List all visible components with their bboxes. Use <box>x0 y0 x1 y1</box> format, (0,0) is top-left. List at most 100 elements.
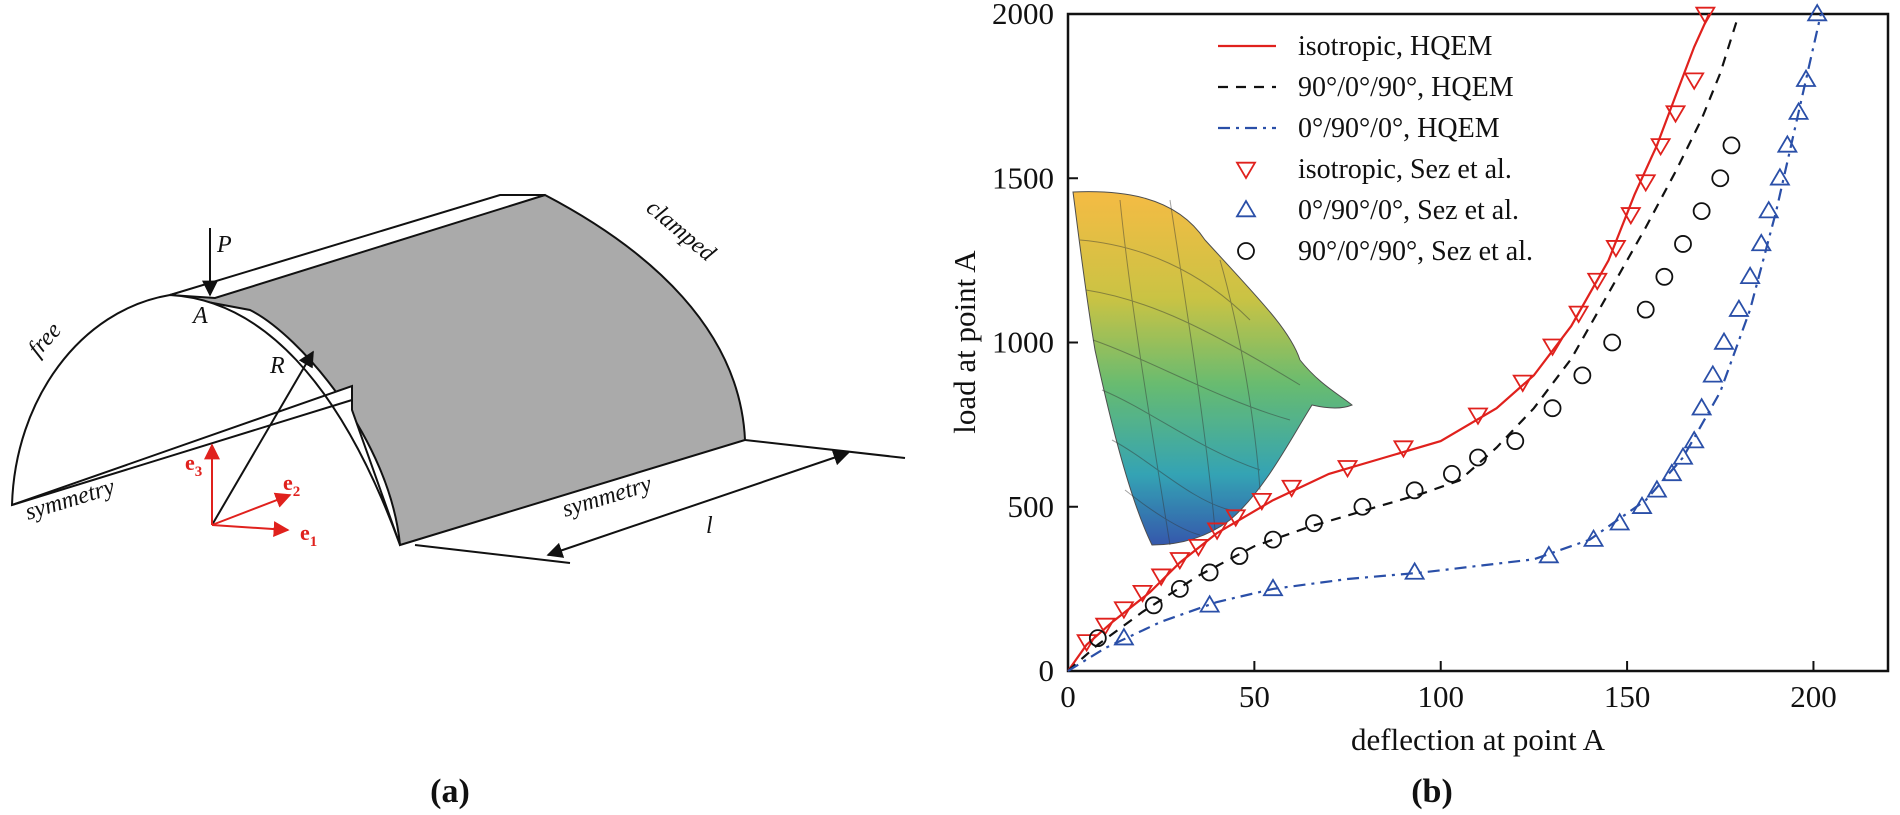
x-axis-label: deflection at point A <box>1351 722 1606 757</box>
data-point-circle <box>1469 448 1487 467</box>
point-a-label: A <box>191 303 208 329</box>
data-point-triangle-down <box>1251 492 1273 511</box>
panel-a-diagram: P A R l free clamped symmetry symmetry e… <box>10 193 906 564</box>
legend-entry-label: isotropic, Sez et al. <box>1298 154 1512 185</box>
y-axis-label: load at point A <box>947 250 982 434</box>
data-point-circle <box>1200 563 1219 582</box>
data-point-triangle-down <box>1225 509 1247 528</box>
y-tick-label: 2000 <box>992 0 1054 31</box>
e3-label: e3 <box>185 450 202 480</box>
data-point-triangle-down <box>1169 552 1191 571</box>
data-point-circle <box>1692 202 1711 221</box>
data-point-triangle-up <box>1795 68 1817 87</box>
data-point-triangle-up <box>1672 446 1694 465</box>
data-point-circle <box>1088 629 1107 648</box>
shell-free-arc <box>10 293 401 546</box>
data-point-circle <box>1443 464 1461 483</box>
data-point-triangle-up <box>1538 545 1560 564</box>
data-point-triangle-up <box>1262 578 1284 597</box>
data-point-triangle-up <box>1683 430 1705 449</box>
data-point-triangle-up <box>1758 200 1780 219</box>
data-point-triangle-down <box>1605 240 1627 259</box>
radius-label: R <box>269 353 285 379</box>
inset-deformed-shell-image <box>1072 191 1353 546</box>
x-tick-label: 150 <box>1604 679 1651 714</box>
data-point-triangle-down <box>1336 460 1359 479</box>
data-point-circle <box>1603 333 1622 352</box>
y-tick-label: 1500 <box>992 160 1054 195</box>
data-point-triangle-down <box>1683 72 1705 91</box>
data-point-triangle-up <box>1646 479 1668 498</box>
data-point-triangle-down <box>1568 305 1590 324</box>
data-point-triangle-down <box>1392 440 1415 459</box>
data-point-triangle-up <box>1702 364 1724 383</box>
data-point-triangle-down <box>1467 407 1489 426</box>
data-point-triangle-down <box>1094 617 1116 636</box>
data-point-triangle-up <box>1750 233 1772 252</box>
data-point-triangle-up <box>1609 512 1631 531</box>
legend-entry-label: 0°/90°/0°, Sez et al. <box>1298 195 1519 226</box>
data-point-triangle-up <box>1776 134 1798 153</box>
data-point-triangle-up <box>1631 495 1653 514</box>
data-point-triangle-up <box>1113 627 1135 646</box>
data-point-circle <box>1573 366 1592 385</box>
legend-marker <box>1235 199 1257 218</box>
series-line-2 <box>1067 13 1822 672</box>
e2-label: e2 <box>283 470 300 500</box>
data-point-triangle-up <box>1199 594 1221 613</box>
series-line-1 <box>1067 13 1740 672</box>
series-lines <box>1067 13 1822 672</box>
data-point-triangle-up <box>1806 3 1828 22</box>
legend-marker <box>1237 242 1255 260</box>
data-point-triangle-down <box>1206 522 1228 541</box>
data-point-triangle-down <box>1694 6 1716 25</box>
e1-arrow <box>211 521 290 538</box>
data-point-triangle-up <box>1739 266 1761 284</box>
data-point-triangle-up <box>1713 331 1735 350</box>
data-point-triangle-down <box>1281 479 1303 498</box>
data-point-triangle-down <box>1150 568 1172 587</box>
data-point-circle <box>1711 169 1730 188</box>
series-markers <box>1076 3 1828 653</box>
x-tick-label: 200 <box>1790 679 1837 714</box>
e2-arrow <box>211 492 292 526</box>
legend: isotropic, HQEM 90°/0°/90°, HQEM 0°/90°/0°… <box>1218 31 1533 267</box>
legend-entry-label: 90°/0°/90°, Sez et al. <box>1298 236 1533 267</box>
e1-label: e1 <box>300 520 317 550</box>
length-arrow <box>546 450 850 558</box>
data-point-triangle-down <box>1113 601 1135 620</box>
legend-marker <box>1235 161 1257 180</box>
data-point-triangle-down <box>1586 272 1608 291</box>
data-point-circle <box>1305 514 1323 533</box>
data-point-triangle-down <box>1512 374 1534 393</box>
data-point-triangle-down <box>1664 105 1687 124</box>
data-point-circle <box>1674 235 1692 253</box>
data-point-triangle-down <box>1620 207 1642 226</box>
data-point-circle <box>1264 530 1282 549</box>
load-label: P <box>216 232 232 258</box>
free-label: free <box>23 317 67 362</box>
caption-a: (a) <box>430 773 470 810</box>
data-point-triangle-down <box>1541 338 1564 357</box>
x-tick-label: 100 <box>1417 679 1464 714</box>
data-point-circle <box>1144 596 1163 615</box>
data-point-triangle-down <box>1187 538 1210 557</box>
data-point-circle <box>1722 136 1741 155</box>
clamped-label: clamped <box>641 195 721 268</box>
data-point-triangle-down <box>1076 634 1098 653</box>
data-point-triangle-up <box>1404 561 1426 580</box>
legend-entry-label: 0°/90°/0°, HQEM <box>1298 113 1500 144</box>
shell-top-edge <box>169 194 546 300</box>
data-point-triangle-down <box>1650 138 1672 157</box>
y-tick-label: 0 <box>1039 653 1055 688</box>
data-point-circle <box>1636 300 1655 319</box>
data-point-circle <box>1506 432 1525 450</box>
data-point-circle <box>1655 267 1674 286</box>
data-point-circle <box>1543 399 1562 418</box>
data-point-circle <box>1353 497 1372 516</box>
x-tick-label: 0 <box>1060 679 1076 714</box>
series-line-0 <box>1067 13 1711 672</box>
caption-b: (b) <box>1411 773 1453 810</box>
